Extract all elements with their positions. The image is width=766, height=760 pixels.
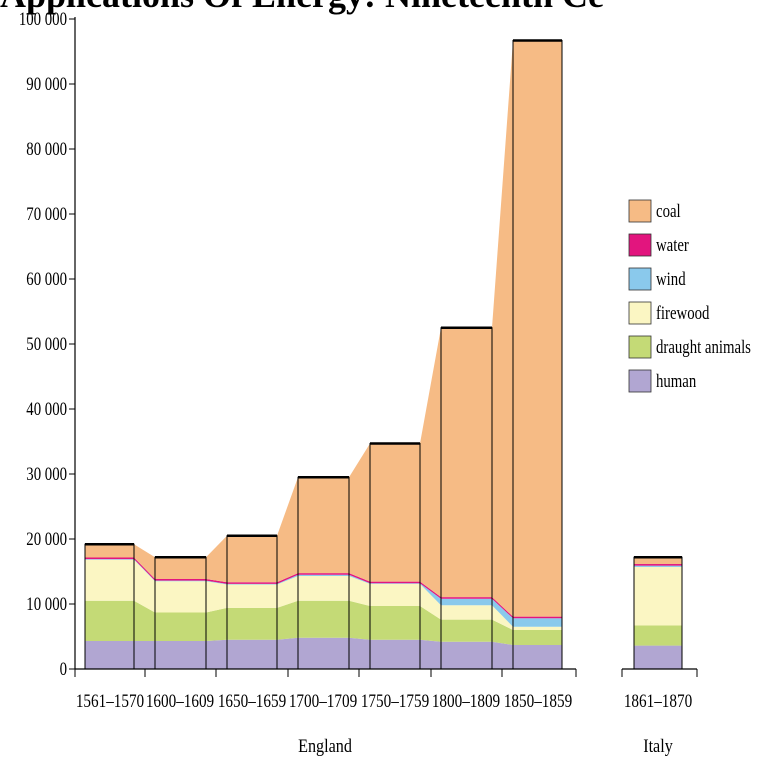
y-tick-label: 70 000	[26, 203, 67, 224]
legend-swatch-firewood	[628, 301, 652, 325]
x-tick-label: 1750–1759	[361, 690, 429, 711]
legend-label-human: human	[656, 370, 697, 391]
x-tick-label: 1650–1659	[218, 690, 286, 711]
x-tick-label: 1800–1809	[432, 690, 500, 711]
legend-label-coal: coal	[656, 200, 681, 221]
legend-label-draught-animals: draught animals	[656, 336, 751, 357]
x-tick-label: 1600–1609	[146, 690, 214, 711]
legend-swatch-wind	[628, 267, 652, 291]
x-tick-label: 1861–1870	[624, 690, 692, 711]
y-tick-label: 90 000	[26, 73, 67, 94]
area-wind	[85, 559, 562, 627]
legend-label-water: water	[656, 234, 689, 255]
italy-segment-draught-animals	[634, 625, 682, 646]
y-tick-label: 100 000	[19, 8, 67, 29]
italy-segment-wind	[634, 565, 682, 567]
y-tick-label: 0	[60, 658, 67, 679]
legend-label-firewood: firewood	[656, 302, 710, 323]
legend-swatch-water	[628, 233, 652, 257]
legend-swatch-coal	[628, 199, 652, 223]
x-tick-label: 1850–1859	[504, 690, 572, 711]
area-draught-animals	[85, 600, 562, 645]
area-coal	[85, 40, 562, 617]
y-tick-label: 30 000	[26, 463, 67, 484]
area-human	[85, 637, 562, 669]
group-label-england: England	[298, 735, 352, 757]
x-tick-label: 1700–1709	[289, 690, 357, 711]
y-tick-label: 80 000	[26, 138, 67, 159]
legend-swatch-draught-animals	[628, 335, 652, 359]
area-firewood	[85, 559, 562, 630]
chart-title: Applications Of Energy: Nineteenth Ce	[0, 0, 766, 17]
group-label-italy: Italy	[643, 735, 673, 757]
y-tick-label: 10 000	[26, 593, 67, 614]
italy-segment-human	[634, 645, 682, 669]
legend-label-wind: wind	[656, 268, 686, 289]
y-tick-label: 50 000	[26, 333, 67, 354]
x-tick-label: 1561–1570	[76, 690, 144, 711]
y-tick-label: 60 000	[26, 268, 67, 289]
legend-swatch-human	[628, 369, 652, 393]
italy-segment-coal	[634, 557, 682, 565]
italy-segment-water	[634, 564, 682, 566]
italy-segment-firewood	[634, 566, 682, 626]
y-tick-label: 40 000	[26, 398, 67, 419]
y-tick-label: 20 000	[26, 528, 67, 549]
